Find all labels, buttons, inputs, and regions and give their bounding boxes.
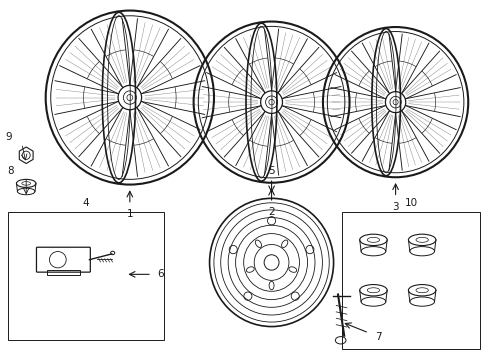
Text: 7: 7 [375, 332, 382, 342]
Text: 5: 5 [268, 166, 275, 176]
Text: 2: 2 [268, 207, 275, 217]
Text: 8: 8 [7, 166, 14, 176]
Text: 1: 1 [126, 209, 133, 219]
Text: 4: 4 [83, 198, 89, 208]
Text: 3: 3 [392, 202, 399, 212]
Text: 6: 6 [157, 269, 164, 279]
Text: 10: 10 [405, 198, 417, 208]
Text: 9: 9 [5, 132, 12, 142]
